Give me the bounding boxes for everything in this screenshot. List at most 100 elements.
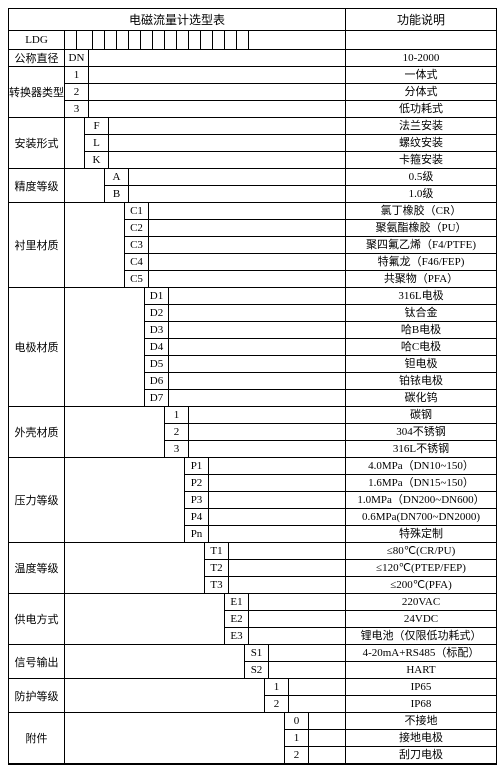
desc-cell: 316L电极 bbox=[345, 288, 496, 304]
param-label: 转换器类型 bbox=[9, 67, 65, 117]
desc-cell: 哈C电极 bbox=[345, 339, 496, 355]
desc-cell: 一体式 bbox=[345, 67, 496, 83]
desc-cell: ≤200℃(PFA) bbox=[345, 577, 496, 593]
code-cell: D7 bbox=[145, 390, 169, 406]
desc-cell: 铂铱电极 bbox=[345, 373, 496, 389]
desc-header: 功能说明 bbox=[346, 9, 496, 30]
code-cell: T2 bbox=[205, 560, 229, 576]
code-cell: 3 bbox=[165, 441, 189, 457]
desc-cell: 锂电池（仅限低功耗式） bbox=[345, 628, 496, 644]
code-cell: D6 bbox=[145, 373, 169, 389]
desc-cell: 4.0MPa（DN10~150） bbox=[345, 458, 496, 474]
desc-cell: 法兰安装 bbox=[345, 118, 496, 134]
desc-cell: 0.5级 bbox=[345, 169, 496, 185]
code-box bbox=[129, 31, 141, 49]
desc-cell: 24VDC bbox=[345, 611, 496, 627]
code-cell: 1 bbox=[285, 730, 309, 746]
param-label: 公称直径 bbox=[9, 50, 65, 66]
desc-cell: 低功耗式 bbox=[345, 101, 496, 117]
param-label: 电极材质 bbox=[9, 288, 65, 406]
param-label: 温度等级 bbox=[9, 543, 65, 593]
desc-cell: 螺纹安装 bbox=[345, 135, 496, 151]
table-title: 电磁流量计选型表 bbox=[9, 9, 346, 30]
desc-cell: 1.6MPa（DN15~150） bbox=[345, 475, 496, 491]
desc-cell: 1.0MPa（DN200~DN600） bbox=[345, 492, 496, 508]
code-cell: E1 bbox=[225, 594, 249, 610]
desc-cell: 刮刀电极 bbox=[345, 747, 496, 763]
code-cell: 0 bbox=[285, 713, 309, 729]
desc-cell: ≤80℃(CR/PU) bbox=[345, 543, 496, 559]
param-label: 压力等级 bbox=[9, 458, 65, 542]
code-cell: P3 bbox=[185, 492, 209, 508]
code-box bbox=[65, 31, 77, 49]
code-cell: C4 bbox=[125, 254, 149, 270]
code-cell: DN bbox=[65, 50, 89, 66]
code-cell: S1 bbox=[245, 645, 269, 661]
code-cell: P1 bbox=[185, 458, 209, 474]
desc-cell: 氯丁橡胶（CR） bbox=[345, 203, 496, 219]
desc-cell: HART bbox=[345, 662, 496, 678]
code-cell: 1 bbox=[165, 407, 189, 423]
desc-cell: 特氟龙（F46/FEP) bbox=[345, 254, 496, 270]
desc-cell: 卡箍安装 bbox=[345, 152, 496, 168]
param-label: 外壳材质 bbox=[9, 407, 65, 457]
code-cell: D3 bbox=[145, 322, 169, 338]
desc-cell: 316L不锈钢 bbox=[345, 441, 496, 457]
code-cell: 1 bbox=[65, 67, 89, 83]
desc-cell: 钽电极 bbox=[345, 356, 496, 372]
code-cell: P2 bbox=[185, 475, 209, 491]
code-box bbox=[117, 31, 129, 49]
code-box bbox=[213, 31, 225, 49]
code-box bbox=[153, 31, 165, 49]
desc-cell: ≤120℃(PTEP/FEP) bbox=[345, 560, 496, 576]
param-label: 安装形式 bbox=[9, 118, 65, 168]
code-box bbox=[177, 31, 189, 49]
code-box bbox=[105, 31, 117, 49]
code-cell: L bbox=[85, 135, 109, 151]
code-cell: D4 bbox=[145, 339, 169, 355]
param-label: 防护等级 bbox=[9, 679, 65, 712]
code-cell: 1 bbox=[265, 679, 289, 695]
code-cell: C2 bbox=[125, 220, 149, 236]
code-cell: C1 bbox=[125, 203, 149, 219]
code-cell: 2 bbox=[265, 696, 289, 712]
code-cell: Pn bbox=[185, 526, 209, 542]
code-cell: B bbox=[105, 186, 129, 202]
desc-cell: 碳钢 bbox=[345, 407, 496, 423]
code-box bbox=[93, 31, 105, 49]
code-cell: D1 bbox=[145, 288, 169, 304]
code-box bbox=[165, 31, 177, 49]
desc-cell: IP68 bbox=[345, 696, 496, 712]
code-cell: 2 bbox=[165, 424, 189, 440]
desc-cell: 220VAC bbox=[345, 594, 496, 610]
param-label: 信号输出 bbox=[9, 645, 65, 678]
code-cell: E3 bbox=[225, 628, 249, 644]
desc-cell: 1.0级 bbox=[345, 186, 496, 202]
code-cell: T1 bbox=[205, 543, 229, 559]
code-cell: C5 bbox=[125, 271, 149, 287]
desc-cell bbox=[345, 31, 496, 49]
code-cell: K bbox=[85, 152, 109, 168]
code-cell: 2 bbox=[285, 747, 309, 763]
code-box bbox=[189, 31, 201, 49]
param-label: 精度等级 bbox=[9, 169, 65, 202]
desc-cell: 不接地 bbox=[345, 713, 496, 729]
code-cell: A bbox=[105, 169, 129, 185]
param-label: 衬里材质 bbox=[9, 203, 65, 287]
code-box bbox=[225, 31, 237, 49]
code-cell: E2 bbox=[225, 611, 249, 627]
desc-cell: 钛合金 bbox=[345, 305, 496, 321]
code-cell: 2 bbox=[65, 84, 89, 100]
code-box bbox=[201, 31, 213, 49]
code-box bbox=[141, 31, 153, 49]
desc-cell: 共聚物（PFA） bbox=[345, 271, 496, 287]
code-box bbox=[81, 31, 93, 49]
code-cell: 3 bbox=[65, 101, 89, 117]
code-cell: S2 bbox=[245, 662, 269, 678]
desc-cell: 聚氨酯橡胶（PU） bbox=[345, 220, 496, 236]
param-label: 供电方式 bbox=[9, 594, 65, 644]
code-cell: D2 bbox=[145, 305, 169, 321]
desc-cell: 聚四氟乙烯（F4/PTFE) bbox=[345, 237, 496, 253]
desc-cell: 10-2000 bbox=[345, 50, 496, 66]
desc-cell: 特殊定制 bbox=[345, 526, 496, 542]
